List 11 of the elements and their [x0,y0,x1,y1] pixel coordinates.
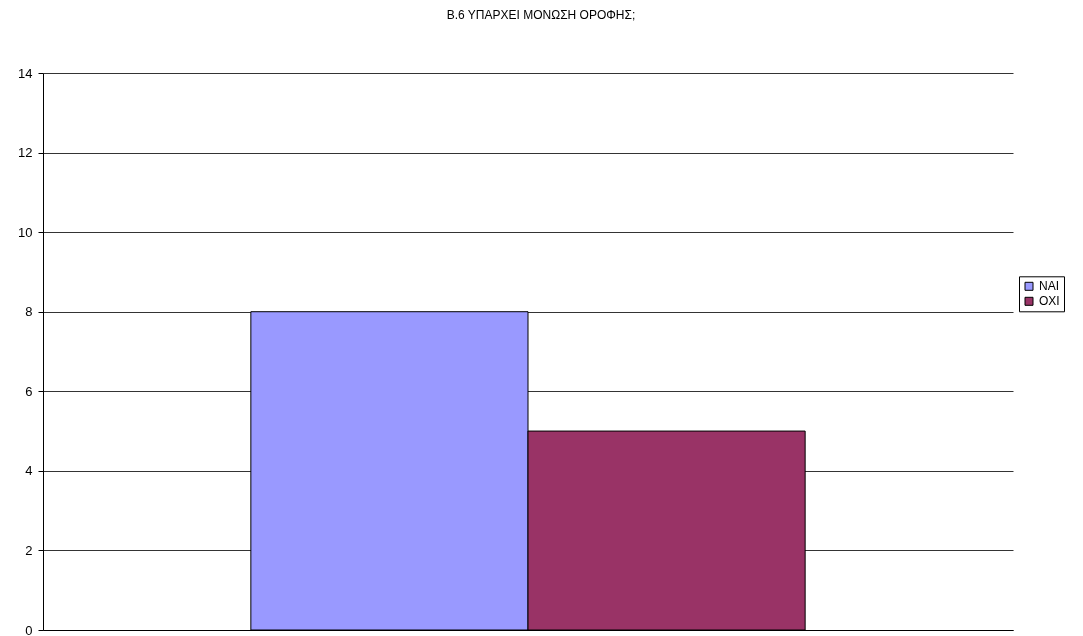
y-tick-label: 8 [25,304,33,320]
legend-label: ΝΑΙ [1039,279,1060,294]
y-tick-label: 4 [25,463,33,479]
legend-label: ΟΧΙ [1039,294,1060,309]
y-tick-label: 12 [18,145,33,161]
chart-title: Β.6 ΥΠΑΡΧΕΙ ΜΟΝΩΣΗ ΟΡΟΦΗΣ; [446,8,636,22]
y-tick-label: 14 [18,65,33,81]
y-tick-label: 10 [18,224,33,240]
y-tick-label: 2 [25,542,33,558]
y-tick-label: 6 [25,383,33,399]
y-tick-label: 0 [25,622,33,636]
